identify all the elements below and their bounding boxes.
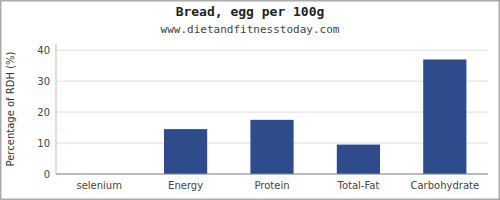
- x-tick-label: Carbohydrate: [410, 180, 479, 191]
- x-tick-label: Total-Fat: [336, 180, 379, 191]
- bar: [164, 129, 207, 174]
- bar: [250, 120, 293, 174]
- grid-line: [56, 174, 488, 175]
- y-tick-label: 30: [37, 76, 50, 87]
- x-tick-label: selenium: [76, 180, 122, 191]
- figure-border: [1, 1, 500, 200]
- x-tick-label: Energy: [168, 180, 203, 191]
- subtitle: www.dietandfitnesstoday.com: [161, 23, 340, 36]
- x-tick-label: Protein: [254, 180, 289, 191]
- y-tick-label: 10: [37, 138, 50, 149]
- y-axis: 0 10 20 30 40: [37, 44, 488, 180]
- bars: [164, 59, 466, 174]
- grid-line: [56, 50, 488, 51]
- y-axis-line: [56, 44, 57, 174]
- x-axis: selenium Energy Protein Total-Fat Carbohydra…: [76, 180, 479, 191]
- y-tick-label: 40: [37, 45, 50, 56]
- y-axis-label: Percentage of RDH (%): [5, 51, 16, 166]
- x-axis-line: [56, 174, 488, 175]
- bar: [337, 145, 380, 174]
- title: Bread, egg per 100g: [176, 4, 325, 19]
- y-tick-label: 20: [37, 107, 50, 118]
- y-tick-label: 0: [44, 169, 50, 180]
- bar: [423, 59, 466, 174]
- chart: Bread, egg per 100g www.dietandfitnesstod…: [0, 0, 500, 200]
